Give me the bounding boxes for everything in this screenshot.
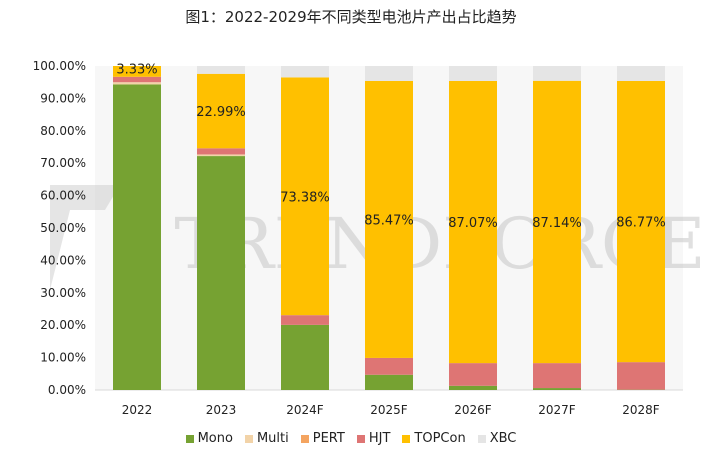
x-tick-label: 2028F [622,403,660,417]
bar-mono-2027F [533,388,581,390]
legend-label: Mono [197,431,233,446]
bar-topcon-2022 [113,66,161,77]
y-tick-label: 50.00% [40,221,86,235]
legend-swatch [300,434,309,443]
bar-hjt-2026F [449,363,497,386]
chart-title: 图1：2022-2029年不同类型电池片产出占比趋势 [185,8,517,26]
y-tick-label: 0.00% [48,383,86,397]
bar-hjt-2028F [617,362,665,390]
legend-item-hjt: HJT [356,431,391,446]
bar-mono-2025F [365,374,413,390]
data-label: 87.07% [448,216,498,231]
bar-multi-2023 [197,154,245,157]
bar-mono-2026F [449,385,497,390]
data-label: 86.77% [616,216,666,231]
bar-hjt-2023 [197,148,245,155]
x-tick-label: 2024F [286,403,324,417]
watermark-logo [50,185,120,290]
legend-label: XBC [489,431,517,446]
x-tick-label: 2022 [122,403,153,417]
y-tick-label: 10.00% [40,351,86,365]
bar-topcon-2028F [617,81,665,363]
legend-swatch [356,434,365,443]
bar-hjt-2022 [113,76,161,83]
bar-mono-2022 [113,84,161,390]
legend-label: PERT [312,431,345,446]
x-tick-label: 2025F [370,403,408,417]
watermark: TRENDFORCE [174,203,702,285]
legend-label: TOPCon [414,431,466,446]
bar-xbc-2024F [281,66,329,78]
legend-swatch [244,434,253,443]
bar-topcon-2026F [449,81,497,364]
legend-swatch [402,434,411,443]
bar-hjt-2025F [365,357,413,375]
bar-mono-2024F [281,324,329,390]
y-tick-label: 40.00% [40,253,86,267]
bar-topcon-2023 [197,73,245,149]
bar-hjt-2027F [533,363,581,389]
bar-xbc-2025F [365,66,413,82]
legend-label: HJT [368,431,391,446]
y-tick-label: 30.00% [40,286,86,300]
y-tick-label: 80.00% [40,124,86,138]
legend-item-mono: Mono [185,431,233,446]
y-tick-label: 90.00% [40,91,86,105]
bar-multi-2022 [113,82,161,85]
data-label: 73.38% [280,190,330,205]
legend: Mono Multi PERT HJT TOPCon XBC [0,431,702,446]
x-tick-label: 2027F [538,403,576,417]
bar-topcon-2027F [533,80,581,364]
legend-item-multi: Multi [244,431,289,446]
bar-xbc-2028F [617,66,665,82]
y-tick-label: 70.00% [40,156,86,170]
bar-xbc-2023 [197,66,245,74]
y-tick-label: 60.00% [40,189,86,203]
x-tick-label: 2023 [206,403,237,417]
y-tick-label: 100.00% [33,59,86,73]
legend-item-xbc: XBC [477,431,517,446]
bar-mono-2023 [197,156,245,390]
legend-label: Multi [256,431,289,446]
bar-topcon-2024F [281,77,329,316]
x-tick-label: 2026F [454,403,492,417]
bar-hjt-2024F [281,315,329,325]
bar-xbc-2026F [449,66,497,82]
bar-topcon-2025F [365,81,413,358]
legend-item-topcon: TOPCon [402,431,466,446]
data-label: 85.47% [364,213,414,228]
data-label: 22.99% [196,105,246,120]
bar-xbc-2027F [533,66,581,81]
legend-swatch [477,434,486,443]
y-tick-label: 20.00% [40,318,86,332]
data-label: 3.33% [116,62,157,77]
legend-item-pert: PERT [300,431,345,446]
legend-swatch [185,434,194,443]
data-label: 87.14% [532,216,582,231]
